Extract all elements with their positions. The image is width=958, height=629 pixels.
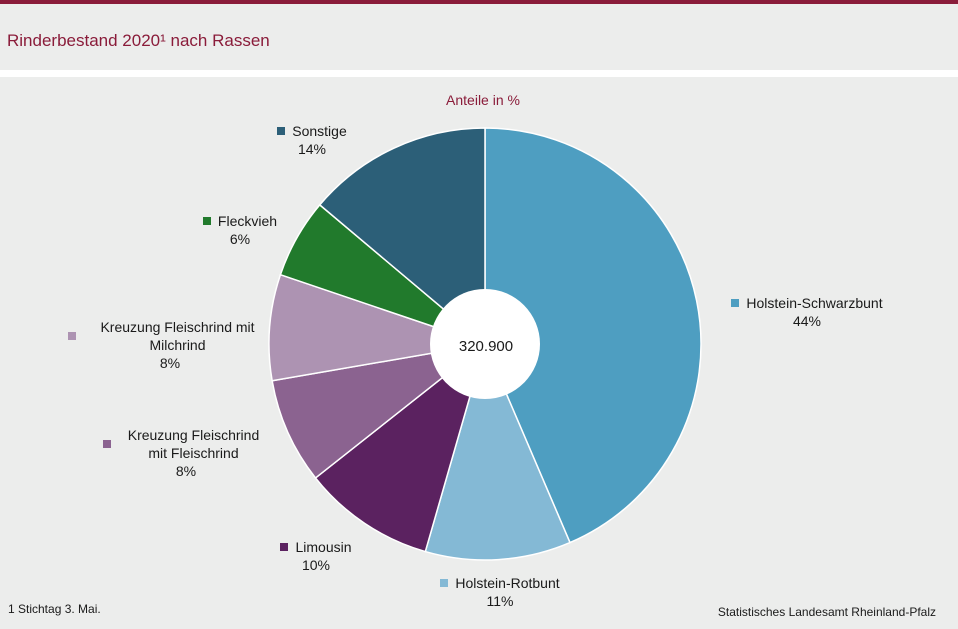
pie-slice-2 [314,341,487,553]
legend-swatch [202,217,211,225]
label-sonstige: Sonstige 14% [252,122,372,158]
donut-hole [430,289,540,399]
legend-swatch [67,332,76,340]
legend-swatch [440,579,449,587]
divider [0,70,958,77]
pie-chart [268,127,702,561]
chart-title: Rinderbestand 2020¹ nach Rassen [7,31,270,50]
pie-slice-4 [268,273,486,382]
label-limousin: Limousin 10% [256,538,376,574]
pie-slice-3 [271,343,486,479]
legend-swatch [280,543,289,551]
top-rule [0,0,958,4]
pie-slice-6 [318,127,486,346]
label-kreuzung-fleisch-fleisch: Kreuzung Fleischrind mit Fleischrind 8% [96,426,276,480]
footnote: 1 Stichtag 3. Mai. [8,602,101,616]
label-holstein-rotbunt: Holstein-Rotbunt 11% [420,574,580,610]
label-holstein-schwarzbunt: Holstein-Schwarzbunt 44% [712,294,902,330]
source-note: Statistisches Landesamt Rheinland-Pfalz [717,605,936,619]
label-fleckvieh: Fleckvieh 6% [180,212,300,248]
legend-swatch [102,440,111,448]
pie-slices [268,127,702,561]
chart-subtitle: Anteile in % [446,92,520,108]
center-total-label: 320.900 [458,338,514,355]
legend-swatch [731,299,740,307]
pie-slice-0 [484,127,702,544]
legend-swatch [277,127,286,135]
label-kreuzung-fleisch-milch: Kreuzung Fleischrind mit Milchrind 8% [60,318,280,372]
pie-slice-1 [424,341,571,561]
